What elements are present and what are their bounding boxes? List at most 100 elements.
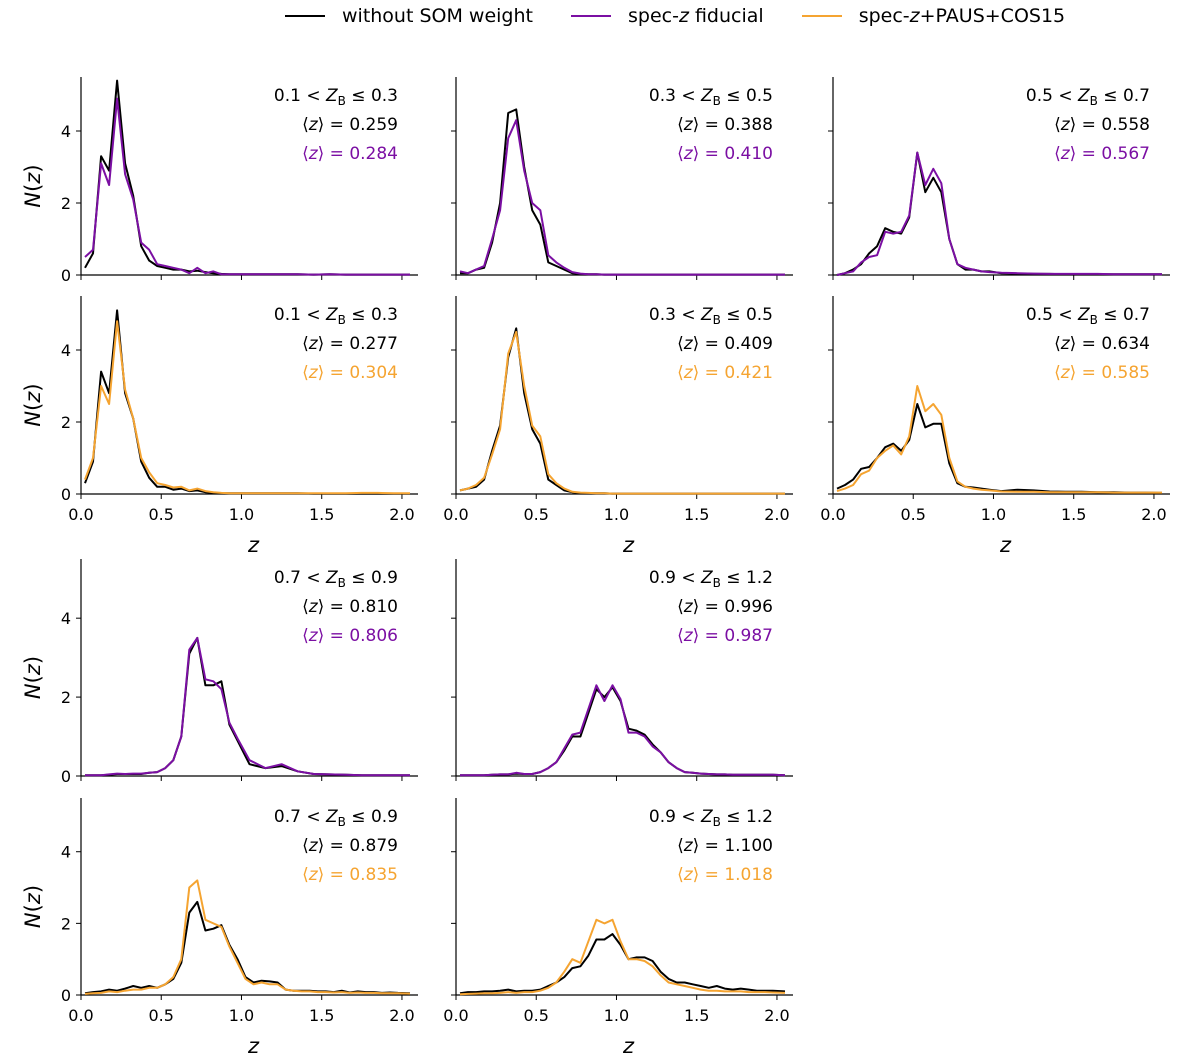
x-tick-label: 2.0	[389, 1006, 414, 1025]
x-tick-label: 2.0	[764, 1006, 789, 1025]
panel-annotation: ⟨z⟩ = 0.421	[677, 363, 773, 383]
panel-r3c2: 0.9 < ZB ≤ 1.2 ⟨z⟩ = 0.996 ⟨z⟩ = 0.987	[451, 559, 793, 781]
panel-annotation: 0.5 < ZB ≤ 0.7	[1026, 305, 1150, 327]
y-axis-label: N(z)	[21, 656, 45, 699]
x-tick-label: 0.5	[524, 505, 549, 524]
y-tick-label: 4	[61, 341, 71, 360]
legend-label: without SOM weight	[342, 5, 533, 27]
panel-annotation: ⟨z⟩ = 0.634	[1054, 334, 1150, 354]
x-tick-label: 1.0	[229, 1006, 254, 1025]
series-line-specz-paus-cos15	[836, 385, 1162, 494]
y-tick-label: 0	[61, 485, 71, 504]
panel-annotation: ⟨z⟩ = 0.567	[1054, 144, 1150, 164]
panel-annotation: 0.7 < ZB ≤ 0.9	[274, 568, 398, 590]
x-tick-label: 0.0	[68, 1006, 93, 1025]
panel-annotation: 0.7 < ZB ≤ 0.9	[274, 807, 398, 829]
legend-item-specz-paus-cos15: spec-z+PAUS+COS15	[801, 5, 1066, 27]
panel-r1c1: 0 2 4 N(z) 0.1 < ZB ≤ 0.3 ⟨z⟩ = 0.259 ⟨z⟩ = 0.…	[21, 77, 418, 285]
y-tick-label: 0	[61, 986, 71, 1005]
x-tick-label: 2.0	[389, 505, 414, 524]
panel-annotation: ⟨z⟩ = 0.987	[677, 626, 773, 646]
y-tick-label: 2	[61, 413, 71, 432]
panel-annotation: 0.9 < ZB ≤ 1.2	[649, 568, 773, 590]
legend-label: spec-z fiducial	[627, 5, 764, 27]
x-tick-label: 0.5	[149, 1006, 174, 1025]
panel-annotation: ⟨z⟩ = 0.810	[302, 597, 398, 617]
panel-annotation: ⟨z⟩ = 0.409	[677, 334, 773, 354]
series-line-specz-fiducial	[85, 636, 410, 777]
y-tick-label: 4	[61, 122, 71, 141]
x-axis-label: z	[622, 533, 635, 557]
series-line-specz-fiducial	[460, 684, 786, 777]
y-tick-label: 0	[61, 767, 71, 786]
panel-annotation: ⟨z⟩ = 0.806	[302, 626, 398, 646]
panel-r3c1: 0 2 4 N(z) 0.7 < ZB ≤ 0.9 ⟨z⟩ = 0.810 ⟨z⟩ = 0.…	[21, 559, 418, 786]
legend-line-black	[285, 15, 325, 17]
legend: without SOM weight spec-z fiducial spec-…	[285, 3, 1103, 29]
panel-annotation: ⟨z⟩ = 0.410	[677, 144, 773, 164]
series-line-without-som	[84, 79, 410, 276]
x-tick-label: 2.0	[1141, 505, 1166, 524]
y-tick-label: 0	[61, 266, 71, 285]
x-tick-label: 1.5	[684, 1006, 709, 1025]
x-tick-label: 0.5	[901, 505, 926, 524]
panel-annotation: 0.9 < ZB ≤ 1.2	[649, 807, 773, 829]
y-tick-label: 2	[61, 914, 71, 933]
panel-r4c1: 0 2 4 0.0 0.5 1.0 1.5 2.0 z N(z) 0.7 < ZB ≤ 0.9 ⟨z⟩…	[21, 798, 418, 1058]
x-tick-label: 1.5	[309, 1006, 334, 1025]
x-tick-label: 0.0	[443, 505, 468, 524]
x-tick-label: 1.0	[229, 505, 254, 524]
series-line-without-som	[460, 686, 786, 777]
panel-annotation: 0.3 < ZB ≤ 0.5	[649, 305, 773, 327]
y-axis-label: N(z)	[21, 885, 45, 928]
x-tick-label: 2.0	[764, 505, 789, 524]
panel-annotation: 0.3 < ZB ≤ 0.5	[649, 86, 773, 108]
panel-annotation: ⟨z⟩ = 0.277	[302, 334, 398, 354]
y-tick-label: 4	[61, 609, 71, 628]
panel-annotation: ⟨z⟩ = 0.879	[302, 836, 398, 856]
panel-annotation: ⟨z⟩ = 0.284	[302, 144, 398, 164]
panel-r4c2: 0.0 0.5 1.0 1.5 2.0 z 0.9 < ZB ≤ 1.2 ⟨z⟩ = 1.10…	[443, 798, 793, 1058]
panel-r2c3: 0.0 0.5 1.0 1.5 2.0 z 0.5 < ZB ≤ 0.7 ⟨z⟩ = 0.63…	[820, 296, 1170, 557]
y-tick-label: 2	[61, 194, 71, 213]
legend-line-purple	[570, 15, 611, 17]
x-tick-label: 1.0	[604, 505, 629, 524]
series-line-without-som	[836, 151, 1162, 276]
y-axis-label: N(z)	[21, 164, 45, 207]
series-line-specz-fiducial	[836, 151, 1162, 276]
x-axis-label: z	[999, 533, 1012, 557]
panel-annotation: ⟨z⟩ = 0.835	[302, 865, 398, 885]
panel-annotation: ⟨z⟩ = 0.558	[1054, 115, 1150, 135]
x-axis-label: z	[247, 1034, 260, 1058]
y-tick-label: 4	[61, 843, 71, 862]
series-line-specz-paus-cos15	[459, 918, 786, 996]
x-tick-label: 0.5	[524, 1006, 549, 1025]
panel-r2c1: 0 2 4 0.0 0.5 1.0 1.5 2.0 z N(z) 0.1 < ZB ≤ 0.3 ⟨z⟩…	[21, 296, 418, 557]
x-tick-label: 0.5	[149, 505, 174, 524]
legend-item-without-som: without SOM weight	[285, 5, 533, 27]
legend-label: spec-z+PAUS+COS15	[858, 5, 1066, 27]
y-tick-label: 2	[61, 688, 71, 707]
x-tick-label: 0.0	[68, 505, 93, 524]
series-line-without-som	[459, 933, 786, 995]
x-tick-label: 1.5	[684, 505, 709, 524]
panel-annotation: ⟨z⟩ = 0.259	[302, 115, 398, 135]
panel-annotation: 0.1 < ZB ≤ 0.3	[274, 86, 398, 108]
x-tick-label: 1.0	[981, 505, 1006, 524]
series-line-specz-paus-cos15	[459, 331, 785, 495]
x-tick-label: 0.0	[820, 505, 845, 524]
panel-annotation: 0.1 < ZB ≤ 0.3	[274, 305, 398, 327]
panel-r1c3: 0.5 < ZB ≤ 0.7 ⟨z⟩ = 0.558 ⟨z⟩ = 0.567	[828, 77, 1170, 280]
legend-item-specz-fiducial: spec-z fiducial	[570, 5, 764, 27]
panel-annotation: ⟨z⟩ = 0.388	[677, 115, 773, 135]
panel-r2c2: 0.0 0.5 1.0 1.5 2.0 z 0.3 < ZB ≤ 0.5 ⟨z⟩ = 0.40…	[443, 296, 793, 557]
y-axis-label: N(z)	[21, 383, 45, 426]
series-line-specz-fiducial	[459, 119, 785, 276]
x-axis-label: z	[622, 1034, 635, 1058]
series-line-specz-paus-cos15	[84, 879, 411, 995]
panel-annotation: ⟨z⟩ = 0.585	[1054, 363, 1150, 383]
legend-line-orange	[801, 15, 842, 17]
x-tick-label: 1.5	[1061, 505, 1086, 524]
panel-annotation: ⟨z⟩ = 0.996	[677, 597, 773, 617]
